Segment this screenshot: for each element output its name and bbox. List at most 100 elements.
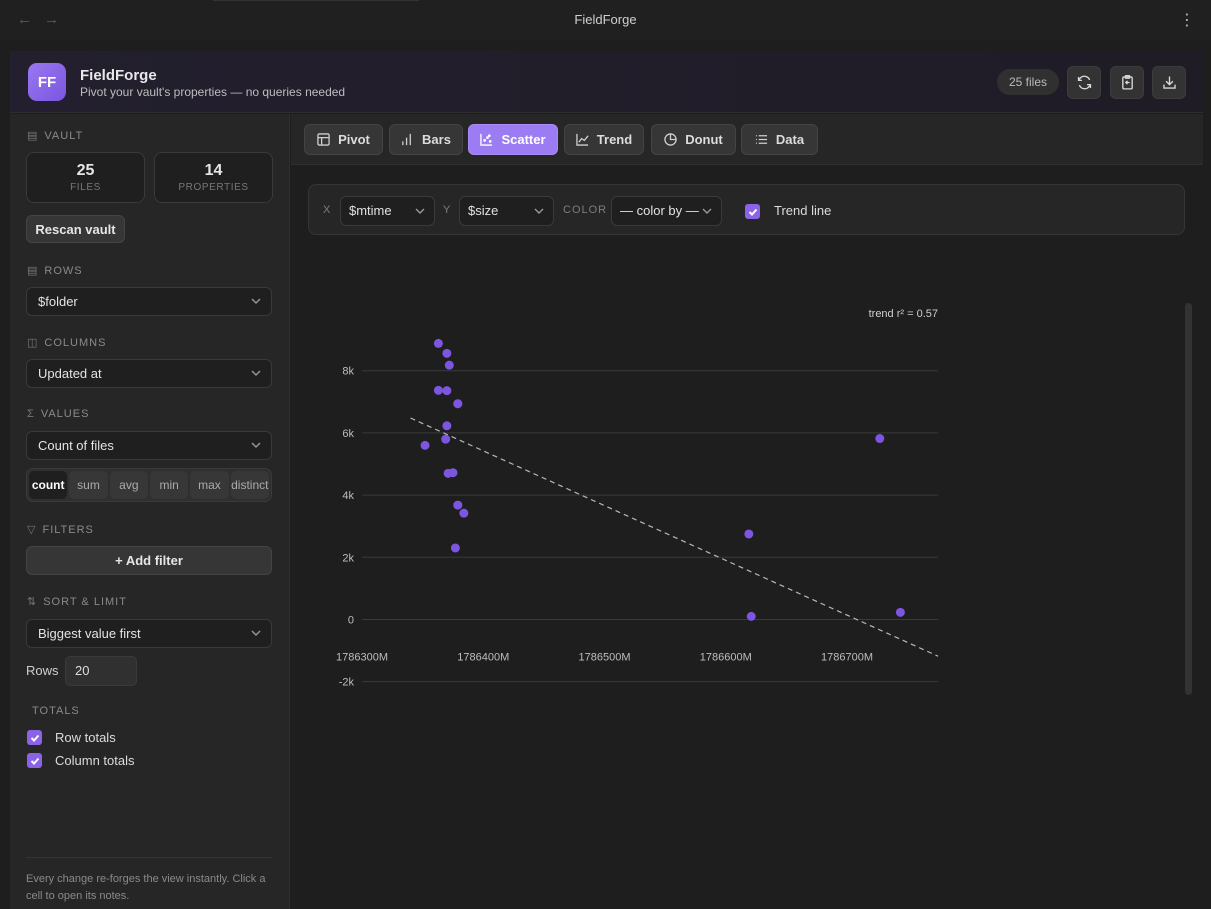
export-button[interactable] (1152, 66, 1186, 99)
window-title: FieldForge (574, 12, 637, 27)
aggregation-selector: count sum avg min max distinct (26, 468, 272, 502)
trend-line (410, 417, 939, 657)
back-icon[interactable]: ← (17, 11, 32, 28)
app-name: FieldForge (80, 67, 157, 84)
tab-donut[interactable]: Donut (651, 124, 736, 155)
data-point (444, 360, 454, 370)
chevron-down-icon (534, 208, 544, 214)
data-point (442, 386, 452, 396)
y-axis-label: Y (443, 204, 452, 216)
x-axis-label: X (323, 204, 332, 216)
color-label: COLOR (563, 204, 608, 216)
y-tick-label: 6k (342, 428, 354, 440)
data-point (433, 338, 443, 348)
data-point (746, 611, 756, 621)
tab-indicator (213, 0, 419, 1)
scatter-chart-container: 8k 6k 4k 2k 0 -2k 1786300M 1786400M 1786500M 1786… (291, 241, 1191, 861)
rows-limit-label: Rows (26, 663, 59, 678)
check-icon (30, 734, 39, 742)
data-point (875, 434, 885, 444)
y-tick-label: -2k (339, 677, 355, 689)
table-icon (317, 133, 330, 146)
data-point (459, 508, 469, 518)
x-tick-label: 1786300M (336, 651, 388, 663)
refresh-button[interactable] (1067, 66, 1101, 99)
agg-max-button[interactable]: max (190, 471, 229, 499)
rescan-vault-button[interactable]: Rescan vault (26, 215, 125, 243)
chevron-down-icon (702, 208, 712, 214)
tab-pivot[interactable]: Pivot (304, 124, 383, 155)
y-axis-select[interactable]: $size (459, 196, 554, 226)
files-stat: 25 FILES (26, 152, 145, 203)
fieldforge-app: FF FieldForge Pivot your vault's propert… (10, 51, 1203, 909)
row-totals-label: Row totals (55, 730, 116, 745)
trend-line-label: Trend line (774, 203, 832, 218)
agg-distinct-button[interactable]: distinct (230, 471, 269, 499)
vault-section-label: ▤ VAULT (27, 129, 84, 143)
rows-limit-input[interactable]: 20 (65, 656, 137, 686)
sort-icon: ⇅ (27, 596, 38, 608)
column-totals-checkbox[interactable] (27, 753, 42, 768)
x-tick-label: 1786700M (821, 651, 873, 663)
tab-scatter[interactable]: Scatter (468, 124, 558, 155)
trend-line-checkbox[interactable] (745, 204, 760, 219)
agg-sum-button[interactable]: sum (69, 471, 108, 499)
copy-button[interactable] (1110, 66, 1144, 99)
x-tick-label: 1786400M (457, 651, 509, 663)
columns-section-label: ◫ COLUMNS (27, 336, 107, 350)
more-vertical-icon[interactable]: ⋮ (1179, 12, 1195, 29)
rows-icon: ▤ (27, 265, 39, 277)
columns-select[interactable]: Updated at (26, 359, 272, 388)
bar-chart-icon (402, 133, 411, 146)
app-logo: FF (28, 63, 66, 101)
data-point (448, 468, 458, 478)
sidebar-divider (26, 857, 272, 858)
filter-icon: ▽ (27, 524, 37, 536)
sort-select[interactable]: Biggest value first (26, 619, 272, 648)
data-point (442, 421, 452, 431)
data-point (895, 607, 905, 617)
data-point (453, 399, 463, 409)
forward-icon[interactable]: → (44, 11, 59, 28)
tab-trend[interactable]: Trend (564, 124, 644, 155)
rows-section-label: ▤ ROWS (27, 264, 83, 278)
app-tagline: Pivot your vault's properties — no queri… (80, 85, 346, 99)
values-section-label: Σ VALUES (27, 408, 90, 420)
vault-icon: ▤ (27, 130, 39, 142)
files-count-badge: 25 files (997, 69, 1060, 95)
chevron-down-icon (251, 298, 261, 304)
tab-data[interactable]: Data (741, 124, 818, 155)
sidebar: ▤ VAULT 25 FILES 14 PROPERTIES Rescan vault… (10, 114, 290, 909)
data-point (442, 348, 452, 358)
row-totals-checkbox[interactable] (27, 730, 42, 745)
tab-bars[interactable]: Bars (389, 124, 463, 155)
totals-section-label: TOTALS (32, 705, 80, 717)
agg-count-button[interactable]: count (29, 471, 68, 499)
filters-section-label: ▽ FILTERS (27, 523, 94, 537)
columns-icon: ◫ (27, 337, 39, 349)
x-axis-select[interactable]: $mtime (340, 196, 435, 226)
chevron-down-icon (415, 208, 425, 214)
agg-min-button[interactable]: min (149, 471, 189, 499)
check-icon (748, 208, 757, 216)
y-tick-label: 4k (342, 490, 354, 502)
app-header: FF FieldForge Pivot your vault's propert… (10, 51, 1203, 113)
data-point (433, 385, 443, 395)
rows-select[interactable]: $folder (26, 287, 272, 316)
color-by-select[interactable]: — color by — (611, 196, 722, 226)
agg-avg-button[interactable]: avg (109, 471, 148, 499)
check-icon (30, 757, 39, 765)
line-chart-icon (576, 133, 589, 146)
chart-scrollbar[interactable] (1185, 303, 1192, 695)
properties-stat: 14 PROPERTIES (154, 152, 273, 203)
add-filter-button[interactable]: + Add filter (26, 546, 272, 575)
refresh-icon (1077, 75, 1091, 90)
data-point (420, 440, 430, 450)
data-point (453, 500, 463, 510)
values-select[interactable]: Count of files (26, 431, 272, 460)
clipboard-copy-icon (1121, 75, 1133, 90)
sigma-icon: Σ (27, 408, 35, 420)
y-tick-label: 8k (342, 366, 354, 378)
chart-controls: X $mtime Y $size COLOR — color by — Tren… (308, 184, 1185, 235)
data-point (441, 434, 451, 444)
